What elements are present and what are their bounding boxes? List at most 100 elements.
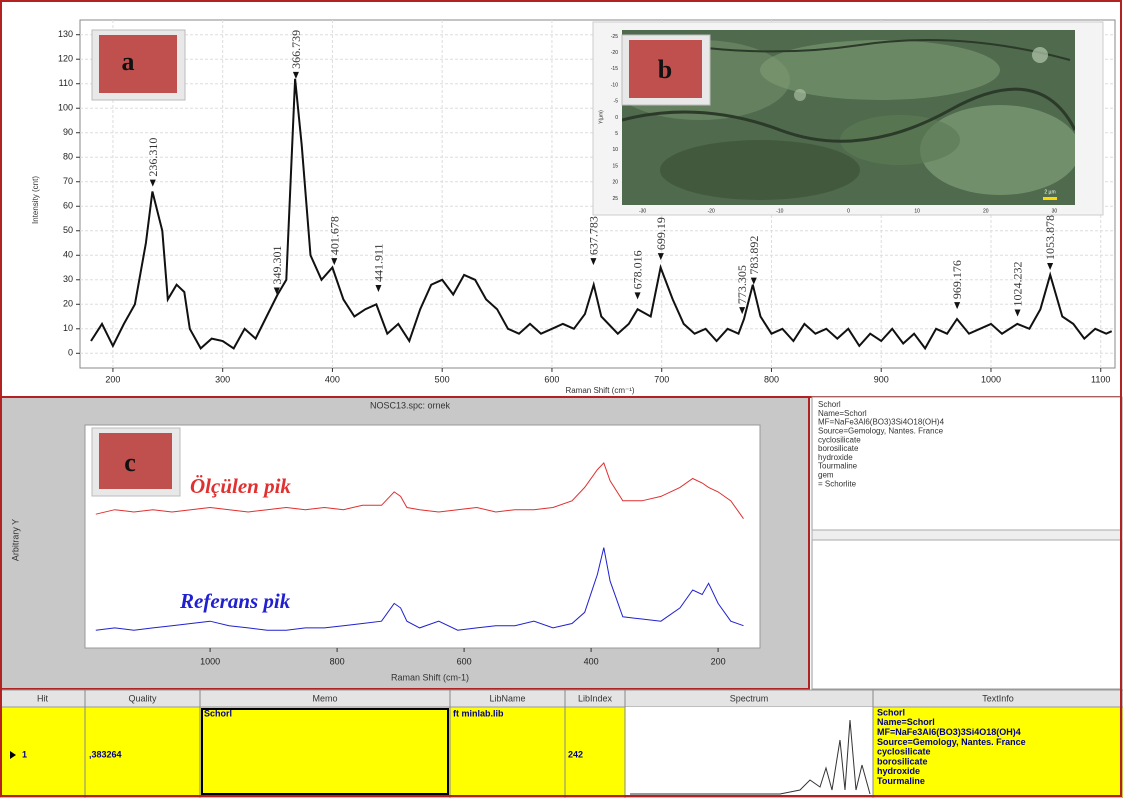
- y-tick-label: 120: [58, 54, 73, 64]
- spectrum-line: [95, 461, 744, 519]
- y-tick-label: -5: [614, 99, 619, 105]
- x-tick-label: -20: [708, 208, 715, 214]
- peak-marker: [149, 179, 156, 187]
- spectrum-thumbnail: [630, 719, 871, 795]
- y-tick-label: 50: [63, 225, 73, 235]
- x-tick-label: 0: [847, 208, 850, 214]
- y-tick-label: 130: [58, 29, 73, 39]
- table-header: [0, 689, 1123, 708]
- x-tick-label: 500: [435, 374, 450, 384]
- y-tick-label: 25: [612, 196, 618, 202]
- panel-label: c: [124, 448, 136, 477]
- x-tick-label: -10: [776, 208, 783, 214]
- textinfo-line: cyclosilicate: [877, 747, 931, 757]
- y-tick-label: 100: [58, 103, 73, 113]
- panel-label: a: [122, 47, 135, 76]
- y-tick-label: 90: [63, 127, 73, 137]
- plot-area-c: [84, 424, 761, 649]
- x-tick-label: 200: [105, 374, 120, 384]
- cell-hit: 1: [22, 749, 27, 759]
- peak-marker: [375, 285, 382, 293]
- peak-marker: [1047, 262, 1054, 270]
- textinfo-line: Name=Schorl: [877, 717, 935, 727]
- peak-marker: [739, 307, 746, 315]
- x-tick-label: 30: [1052, 208, 1058, 214]
- scale-bar-label: 2 µm: [1044, 189, 1055, 195]
- chart-title: NOSC13.spc: ornek: [370, 400, 451, 410]
- info-line: gem: [818, 471, 834, 480]
- spectrum-line: [95, 547, 744, 631]
- peak-marker: [750, 277, 757, 285]
- x-tick-label: 800: [764, 374, 779, 384]
- peak-label: 1053.878: [1043, 215, 1057, 260]
- peak-marker: [1014, 309, 1021, 317]
- table-row[interactable]: [0, 706, 1123, 799]
- peak-label: 236.310: [146, 138, 160, 177]
- column-header: Quality: [128, 693, 157, 703]
- spectrum-line: [90, 78, 1113, 351]
- info-line: Name=Schorl: [818, 409, 867, 418]
- peak-label: 349.301: [270, 245, 284, 284]
- info-line: Schorl: [818, 400, 841, 409]
- text-panel-lines: SchorlName=SchorlMF=NaFe3Al6(BO3)3Si4O18…: [818, 400, 945, 488]
- label-square: [99, 35, 177, 93]
- peak-label: 441.911: [371, 243, 385, 282]
- y-tick-label: 40: [63, 250, 73, 260]
- x-tick-label: 600: [544, 374, 559, 384]
- y-tick-label: 10: [63, 323, 73, 333]
- textinfo-line: borosilicate: [877, 756, 928, 766]
- x-tick-label: 1100: [1091, 374, 1110, 384]
- x-tick-label: 10: [914, 208, 920, 214]
- y-tick-label: 20: [612, 180, 618, 186]
- info-line: borosilicate: [818, 444, 859, 453]
- x-axis-label: Raman Shift (cm⁻¹): [565, 386, 634, 395]
- column-header: LibName: [489, 693, 525, 703]
- info-line: MF=NaFe3Al6(BO3)3Si4O18(OH)4: [818, 418, 945, 427]
- cell-libname: ft minlab.lib: [453, 708, 504, 718]
- cell-textinfo: SchorlName=SchorlMF=NaFe3Al6(BO3)3Si4O18…: [877, 707, 1026, 786]
- label-square: [99, 433, 172, 489]
- peak-label: 969.176: [950, 260, 964, 299]
- x-tick-label: 300: [215, 374, 230, 384]
- y-tick-label: 80: [63, 152, 73, 162]
- spectrum-cell: [625, 707, 873, 795]
- info-line: hydroxide: [818, 453, 853, 462]
- info-line: Source=Gemology, Nantes. France: [818, 427, 944, 436]
- textinfo-line: hydroxide: [877, 766, 920, 776]
- chart-c: NOSC13.spc: ornek Arbitrary Y Raman Shift …: [10, 400, 744, 682]
- column-header: Memo: [312, 693, 337, 703]
- peak-label: 699.19: [654, 217, 668, 250]
- cell-memo: Schorl: [204, 708, 232, 718]
- x-tick-label: 400: [584, 656, 599, 666]
- label-square: [629, 40, 702, 98]
- memo-cell-focus: [201, 708, 449, 795]
- peak-label: 773.305: [735, 265, 749, 304]
- column-header: LibIndex: [578, 693, 613, 703]
- peak-label: 401.678: [327, 216, 341, 255]
- scale-bar: [1043, 197, 1057, 200]
- x-tick-label: -30: [639, 208, 646, 214]
- cell-quality: ,383264: [89, 749, 122, 759]
- y-tick-label: 5: [615, 131, 618, 137]
- y-tick-label: 60: [63, 201, 73, 211]
- scrollbar[interactable]: [811, 529, 1123, 541]
- textinfo-line: Tourmaline: [877, 776, 925, 786]
- x-tick-label: 200: [711, 656, 726, 666]
- y-tick-label: 110: [59, 78, 73, 88]
- micrograph-y-label: Y(µm): [598, 110, 604, 124]
- textinfo-line: Source=Gemology, Nantes. France: [877, 737, 1026, 747]
- table: Hit Quality Memo LibName LibIndex Spectrum Tex…: [22, 690, 1026, 798]
- textinfo-line: Schorl: [877, 707, 905, 717]
- micrograph-axes: -30 -20 -10 0 10 20 30 -25 -20 -15 -10 -5 0 5 10 15 20 25: [611, 34, 1058, 215]
- info-line: = Schorlite: [818, 479, 857, 488]
- y-axis-label: Intensity (cnt): [31, 176, 40, 224]
- y-tick-label: -15: [611, 66, 618, 72]
- peak-marker: [954, 302, 961, 310]
- x-tick-label: 20: [983, 208, 989, 214]
- column-header: Spectrum: [730, 693, 769, 703]
- textinfo-line: MF=NaFe3Al6(BO3)3Si4O18(OH)4: [877, 727, 1021, 737]
- panel-label: b: [658, 55, 672, 84]
- y-tick-label: -20: [611, 50, 618, 56]
- y-tick-label: 30: [63, 274, 73, 284]
